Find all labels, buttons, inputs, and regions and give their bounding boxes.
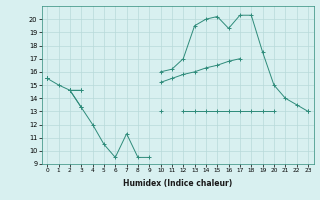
X-axis label: Humidex (Indice chaleur): Humidex (Indice chaleur) (123, 179, 232, 188)
